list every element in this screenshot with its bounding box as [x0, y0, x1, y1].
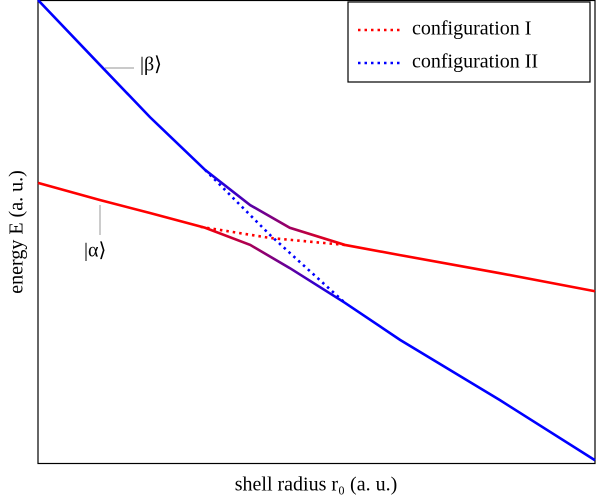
- series-line: [200, 225, 346, 247]
- x-axis-label: shell radius r₀ (a. u.): [235, 474, 397, 496]
- annotation: |β⟩: [140, 54, 162, 76]
- legend-label: configuration II: [412, 51, 538, 73]
- adiabatic-curve: [37, 0, 596, 293]
- series-line: [204, 169, 346, 304]
- y-axis-label: energy E (a. u.): [6, 170, 28, 293]
- legend-box: [347, 1, 591, 83]
- annotation: |α⟩: [84, 240, 106, 262]
- plot-frame: [37, 0, 596, 465]
- legend-label: configuration I: [412, 18, 531, 40]
- adiabatic-curve: [37, 181, 596, 462]
